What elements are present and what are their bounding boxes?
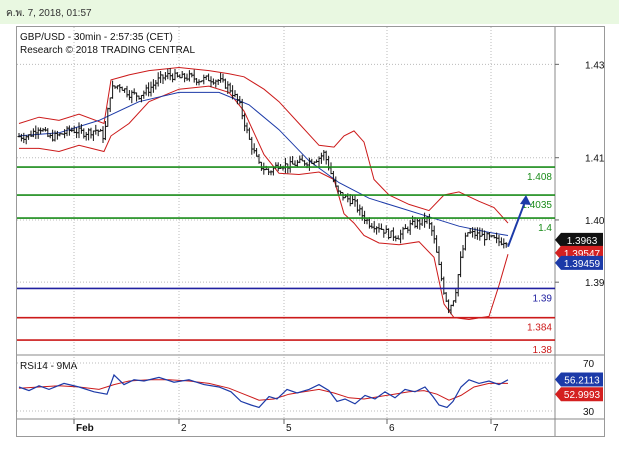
target-arrow xyxy=(507,198,527,248)
chart-title: GBP/USD - 30min - 2:57:35 (CET) xyxy=(20,32,173,43)
rsi-tick-label: 70 xyxy=(583,359,595,370)
rsi-line xyxy=(18,373,509,409)
level-label: 1.4 xyxy=(538,223,552,234)
price-tag-label: 1.3963 xyxy=(567,236,598,247)
y-tick-label: 1.41 xyxy=(585,154,604,165)
bollinger-lower xyxy=(19,85,509,321)
x-tick-label: 7 xyxy=(493,423,499,434)
timestamp-text: ค.พ. 7, 2018, 01:57 xyxy=(6,8,92,19)
x-tick-label: 2 xyxy=(181,423,187,434)
moving-average xyxy=(18,91,509,236)
level-label: 1.38 xyxy=(533,345,553,356)
level-label: 1.39 xyxy=(533,293,553,304)
x-tick-label: 5 xyxy=(286,423,292,434)
chart-panel: GBP/USD - 30min - 2:57:35 (CET) Research… xyxy=(16,26,605,437)
price-tag xyxy=(555,255,603,270)
price-tag xyxy=(555,232,603,247)
price-tag-label: 1.39547 xyxy=(564,249,601,260)
rsi-tag-label: 56.2113 xyxy=(564,376,600,387)
rsi-ma-line xyxy=(18,379,508,401)
rsi-tick-label: 30 xyxy=(583,407,595,418)
rsi-tag xyxy=(555,372,603,387)
rsi-tag xyxy=(555,387,603,402)
y-tick-label: 1.39 xyxy=(585,278,604,289)
level-label: 1.4035 xyxy=(521,200,552,211)
x-tick-label: 6 xyxy=(389,423,395,434)
chart-subtitle: Research © 2018 TRADING CENTRAL xyxy=(20,45,195,56)
rsi-tag-label: 52.9993 xyxy=(564,390,601,401)
level-label: 1.384 xyxy=(527,323,552,334)
price-tag-label: 1.39459 xyxy=(564,259,601,270)
bollinger-upper xyxy=(18,66,509,224)
target-arrowhead xyxy=(520,195,531,206)
y-tick-label: 1.43 xyxy=(585,60,604,71)
indicator-label: RSI14 - 9MA xyxy=(20,361,78,372)
y-tick-label: 1.40 xyxy=(585,216,604,227)
level-label: 1.408 xyxy=(527,172,552,183)
timestamp-bar: ค.พ. 7, 2018, 01:57 xyxy=(0,0,619,24)
price-chart: GBP/USD - 30min - 2:57:35 (CET) Research… xyxy=(17,27,605,436)
x-tick-label: Feb xyxy=(76,423,94,434)
